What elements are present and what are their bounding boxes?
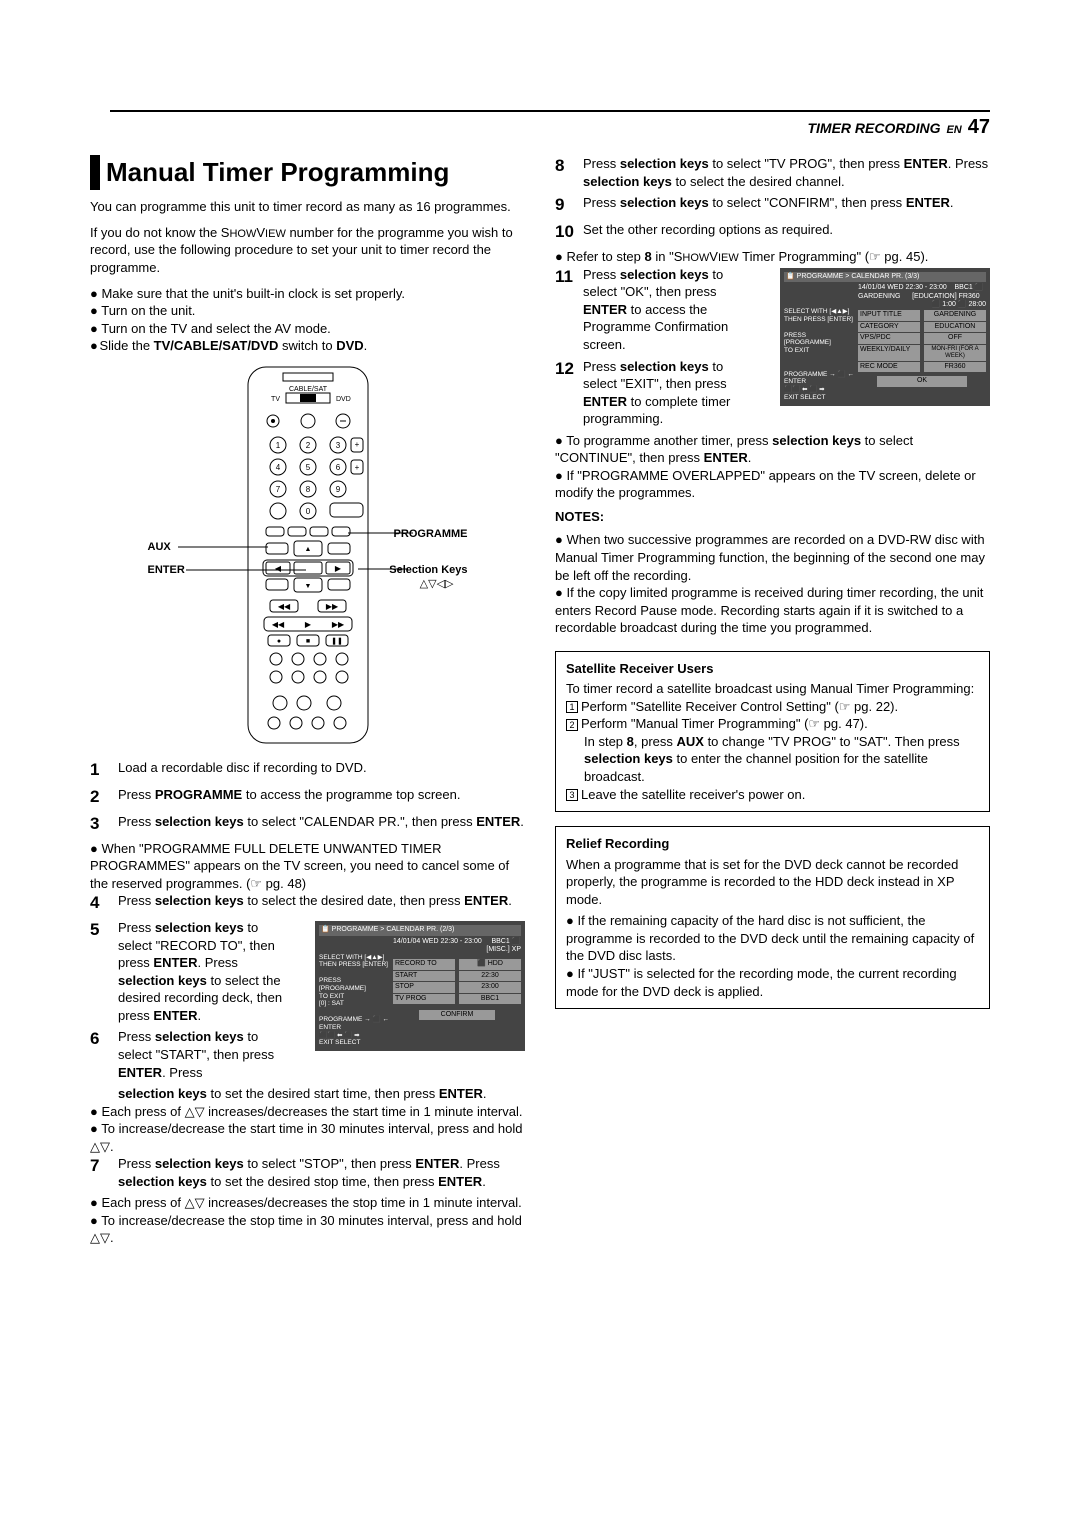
title-accent: [90, 155, 100, 190]
svg-text:+: +: [354, 463, 359, 472]
page-header: TIMER RECORDING EN 47: [110, 110, 990, 141]
svg-text:6: 6: [335, 463, 340, 472]
svg-text:2: 2: [305, 441, 310, 450]
osd-screen-2: 📋 PROGRAMME > CALENDAR PR. (3/3) SELECT …: [780, 268, 990, 406]
section-name: TIMER RECORDING: [807, 119, 940, 138]
svg-text:5: 5: [305, 463, 310, 472]
page-title: Manual Timer Programming: [106, 155, 449, 190]
aux-label: AUX: [148, 540, 171, 555]
page-number: 47: [968, 114, 990, 141]
programme-label: PROGRAMME: [394, 527, 468, 542]
svg-text:0: 0: [305, 507, 310, 516]
notes-heading: NOTES:: [555, 508, 990, 526]
svg-text:7: 7: [275, 485, 280, 494]
svg-text:DVD: DVD: [336, 396, 351, 403]
notes: When two successive programmes are recor…: [555, 531, 990, 636]
svg-text:▶▶: ▶▶: [331, 620, 344, 629]
svg-text:◀◀: ◀◀: [277, 602, 290, 611]
svg-text:1: 1: [275, 441, 280, 450]
svg-text:▲: ▲: [304, 546, 311, 553]
remote-diagram: CABLE/SAT TV DVD 1 2 3 + 4 5: [148, 365, 468, 745]
satellite-box: Satellite Receiver Users To timer record…: [555, 651, 990, 812]
intro-1: You can programme this unit to timer rec…: [90, 198, 525, 216]
osd-screen-1: 📋 PROGRAMME > CALENDAR PR. (2/3) SELECT …: [315, 921, 525, 1051]
svg-text:▶▶: ▶▶: [325, 602, 338, 611]
svg-text:▶: ▶: [304, 620, 311, 629]
left-column: Manual Timer Programming You can program…: [90, 155, 525, 1247]
selkeys-label: Selection Keys: [389, 563, 467, 578]
svg-text:4: 4: [275, 463, 280, 472]
intro-2: If you do not know the SHOWVIEW number f…: [90, 224, 525, 277]
right-column: 8Press selection keys to select "TV PROG…: [555, 155, 990, 1247]
svg-text:8: 8: [305, 485, 310, 494]
svg-text:+: +: [354, 440, 359, 449]
pre-bullets: Make sure that the unit's built-in clock…: [90, 285, 525, 355]
svg-text:❚❚: ❚❚: [331, 637, 343, 645]
svg-text:9: 9: [335, 485, 340, 494]
enter-label: ENTER: [148, 563, 185, 578]
svg-text:▶: ▶: [334, 564, 341, 573]
relief-box: Relief Recording When a programme that i…: [555, 826, 990, 1009]
svg-text:3: 3: [335, 441, 340, 450]
svg-text:◀◀: ◀◀: [271, 620, 284, 629]
svg-text:◀: ◀: [274, 564, 281, 573]
steps-left: 1Load a recordable disc if recording to …: [90, 759, 525, 1247]
svg-text:●: ●: [276, 638, 280, 645]
svg-text:■: ■: [305, 638, 309, 645]
svg-text:TV: TV: [271, 396, 280, 403]
svg-text:▼: ▼: [304, 583, 311, 590]
lang: EN: [946, 123, 961, 138]
selglyph: △▽◁▷: [420, 577, 454, 592]
svg-text:CABLE/SAT: CABLE/SAT: [289, 386, 328, 393]
